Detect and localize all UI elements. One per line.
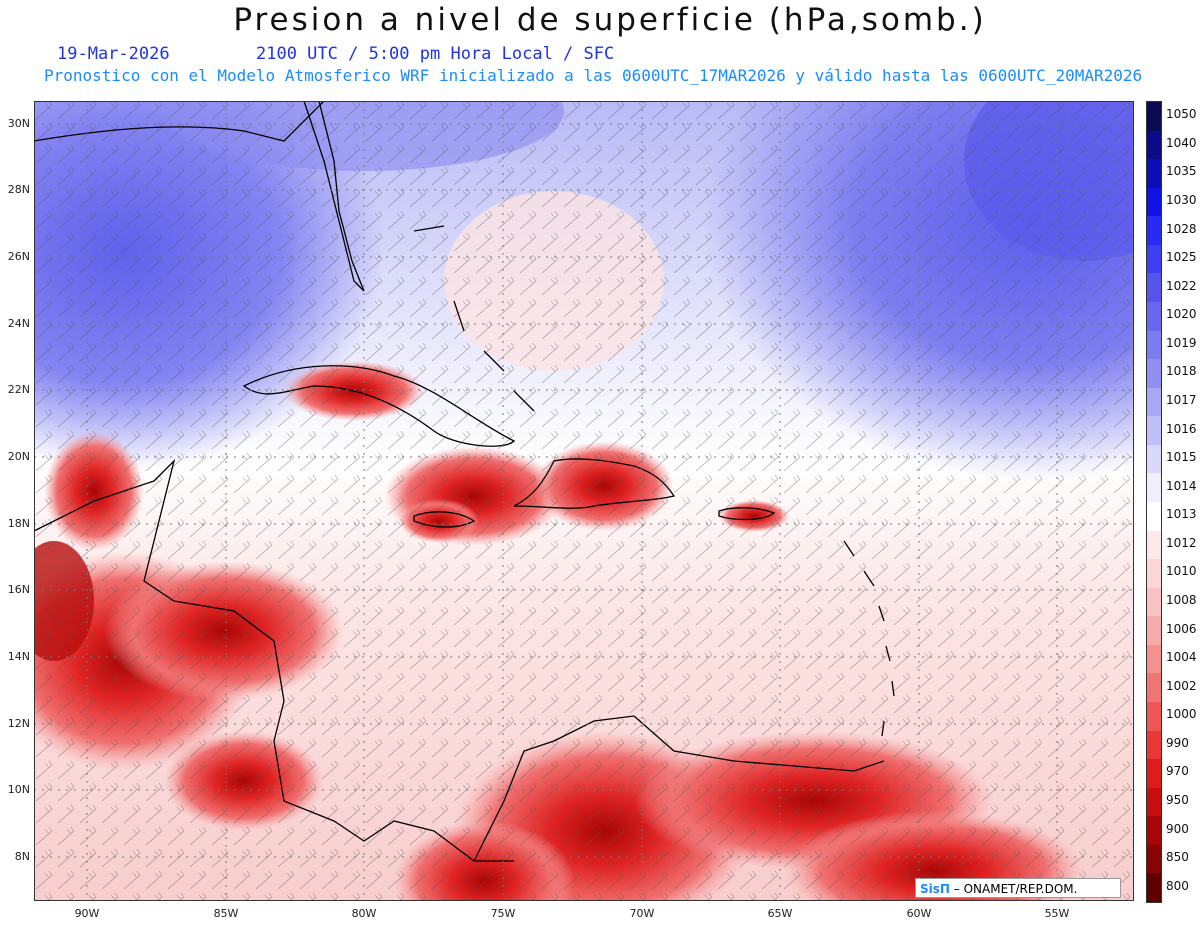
colorbar-label: 800 bbox=[1166, 878, 1189, 893]
colorbar-label: 1018 bbox=[1166, 364, 1197, 379]
colorbar-label: 1022 bbox=[1166, 278, 1197, 293]
colorbar-segment bbox=[1147, 759, 1161, 789]
colorbar-label: 950 bbox=[1166, 793, 1189, 807]
colorbar-segment bbox=[1147, 273, 1161, 303]
colorbar-label: 1020 bbox=[1166, 307, 1197, 322]
valid-time: 2100 UTC / 5:00 pm Hora Local / SFC bbox=[256, 44, 615, 64]
lon-label: 65W bbox=[767, 907, 793, 920]
model-init-line: Pronostico con el Modelo Atmosferico WRF… bbox=[44, 66, 1143, 85]
map-canvas bbox=[34, 101, 1134, 901]
colorbar-label: 1028 bbox=[1166, 221, 1197, 236]
lat-label: 18N bbox=[7, 517, 30, 530]
colorbar-segment bbox=[1147, 644, 1161, 674]
colorbar-label: 1008 bbox=[1166, 593, 1197, 607]
lat-label: 12N bbox=[7, 717, 30, 730]
colorbar-segment bbox=[1147, 559, 1161, 589]
pressure-map bbox=[34, 101, 1134, 901]
colorbar-segment bbox=[1147, 359, 1161, 389]
colorbar-label: 1002 bbox=[1166, 678, 1197, 693]
colorbar-segment bbox=[1147, 102, 1161, 132]
coastlines bbox=[34, 101, 895, 862]
colorbar-label: 1013 bbox=[1166, 507, 1197, 522]
lat-label: 16N bbox=[7, 583, 30, 596]
colorbar-label: 990 bbox=[1166, 735, 1189, 750]
lat-label: 14N bbox=[7, 650, 30, 663]
colorbar-label: 1000 bbox=[1166, 707, 1197, 722]
lat-label: 20N bbox=[7, 450, 30, 463]
colorbar-segment bbox=[1147, 159, 1161, 189]
colorbar-label: 1017 bbox=[1166, 393, 1197, 407]
colorbar-segment bbox=[1147, 730, 1161, 760]
lat-label: 28N bbox=[7, 183, 30, 196]
credit-text: – ONAMET/REP.DOM. bbox=[949, 882, 1078, 896]
colorbar-label: 1019 bbox=[1166, 335, 1197, 350]
credit-box: SisΠ – ONAMET/REP.DOM. bbox=[915, 878, 1121, 898]
colorbar-segment bbox=[1147, 473, 1161, 503]
lat-label: 26N bbox=[7, 250, 30, 263]
colorbar-label: 1016 bbox=[1166, 421, 1197, 436]
lon-label: 70W bbox=[629, 907, 655, 920]
colorbar-label: 1040 bbox=[1166, 135, 1197, 150]
colorbar-label: 1014 bbox=[1166, 478, 1197, 493]
colorbar-label: 1010 bbox=[1166, 564, 1197, 579]
colorbar-segment bbox=[1147, 444, 1161, 474]
colorbar-segment bbox=[1147, 673, 1161, 703]
lat-label: 8N bbox=[14, 850, 30, 863]
colorbar-segment bbox=[1147, 302, 1161, 332]
map-title: Presion a nivel de superficie (hPa,somb.… bbox=[233, 2, 987, 38]
lat-label: 10N bbox=[7, 783, 30, 796]
colorbar-segment bbox=[1147, 416, 1161, 446]
sispi-logo: SisΠ bbox=[920, 882, 950, 896]
colorbar-segment bbox=[1147, 187, 1161, 217]
colorbar-segment bbox=[1147, 330, 1161, 360]
pressure-colorbar bbox=[1146, 101, 1162, 903]
colorbar-label: 1030 bbox=[1166, 193, 1197, 207]
colorbar-label: 970 bbox=[1166, 764, 1189, 779]
graticule bbox=[34, 101, 1134, 901]
colorbar-segment bbox=[1147, 787, 1161, 817]
colorbar-segment bbox=[1147, 244, 1161, 274]
forecast-date: 19-Mar-2026 bbox=[57, 44, 170, 64]
lon-label: 55W bbox=[1044, 907, 1070, 920]
colorbar-segment bbox=[1147, 616, 1161, 646]
lon-label: 60W bbox=[906, 907, 932, 920]
colorbar-label: 1012 bbox=[1166, 535, 1197, 550]
colorbar-segment bbox=[1147, 702, 1161, 732]
colorbar-label: 1004 bbox=[1166, 650, 1197, 665]
colorbar-segment bbox=[1147, 816, 1161, 846]
colorbar-segment bbox=[1147, 587, 1161, 617]
colorbar-segment bbox=[1147, 130, 1161, 160]
lat-label: 24N bbox=[7, 317, 30, 330]
colorbar-segment bbox=[1147, 530, 1161, 560]
lat-label: 22N bbox=[7, 383, 30, 396]
lon-label: 75W bbox=[490, 907, 516, 920]
colorbar-label: 850 bbox=[1166, 850, 1189, 865]
colorbar-segment bbox=[1147, 844, 1161, 874]
lon-label: 90W bbox=[74, 907, 100, 920]
colorbar-segment bbox=[1147, 387, 1161, 417]
colorbar-label: 900 bbox=[1166, 821, 1189, 836]
lon-label: 80W bbox=[351, 907, 377, 920]
lat-label: 30N bbox=[7, 117, 30, 130]
colorbar-label: 1050 bbox=[1166, 107, 1197, 122]
lon-label: 85W bbox=[213, 907, 239, 920]
colorbar-label: 1035 bbox=[1166, 164, 1197, 179]
colorbar-segment bbox=[1147, 502, 1161, 532]
colorbar-segment bbox=[1147, 873, 1161, 903]
colorbar-label: 1006 bbox=[1166, 621, 1197, 636]
colorbar-label: 1025 bbox=[1166, 250, 1197, 265]
colorbar-label: 1015 bbox=[1166, 450, 1197, 465]
colorbar-segment bbox=[1147, 216, 1161, 246]
